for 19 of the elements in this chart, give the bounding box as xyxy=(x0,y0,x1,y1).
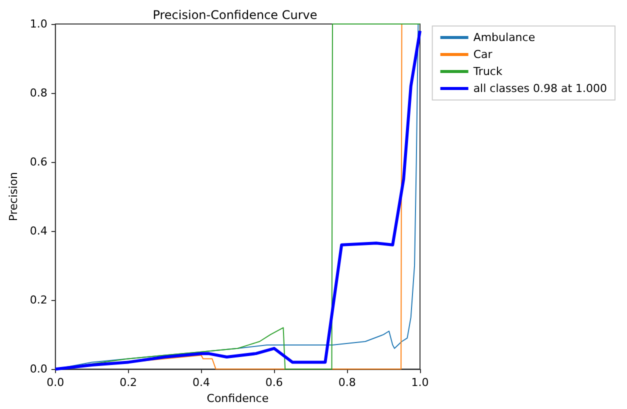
x-tick-label: 0.6 xyxy=(265,376,283,390)
x-axis-title: Confidence xyxy=(206,392,269,405)
y-tick-label: 0.2 xyxy=(30,294,48,307)
x-tick-label: 0.8 xyxy=(338,376,356,390)
legend-label: Ambulance xyxy=(473,31,536,44)
y-tick-label: 0.6 xyxy=(30,156,48,169)
y-tick-label: 0.0 xyxy=(30,362,48,376)
y-tick-label: 1.0 xyxy=(30,18,48,30)
x-tick-label: 1.0 xyxy=(411,376,429,390)
legend-label: all classes 0.98 at 1.000 xyxy=(473,82,608,95)
y-tick-label: 0.4 xyxy=(30,224,48,238)
y-tick-label: 0.8 xyxy=(30,86,48,100)
legend-label: Car xyxy=(473,48,493,61)
x-tick-label: 0.0 xyxy=(46,376,64,390)
x-tick-label: 0.2 xyxy=(120,376,138,390)
legend-label: Truck xyxy=(472,65,503,78)
chart-title: Precision-Confidence Curve xyxy=(152,8,318,22)
y-axis-title: Precision xyxy=(7,172,20,222)
x-tick-label: 0.4 xyxy=(192,376,210,390)
